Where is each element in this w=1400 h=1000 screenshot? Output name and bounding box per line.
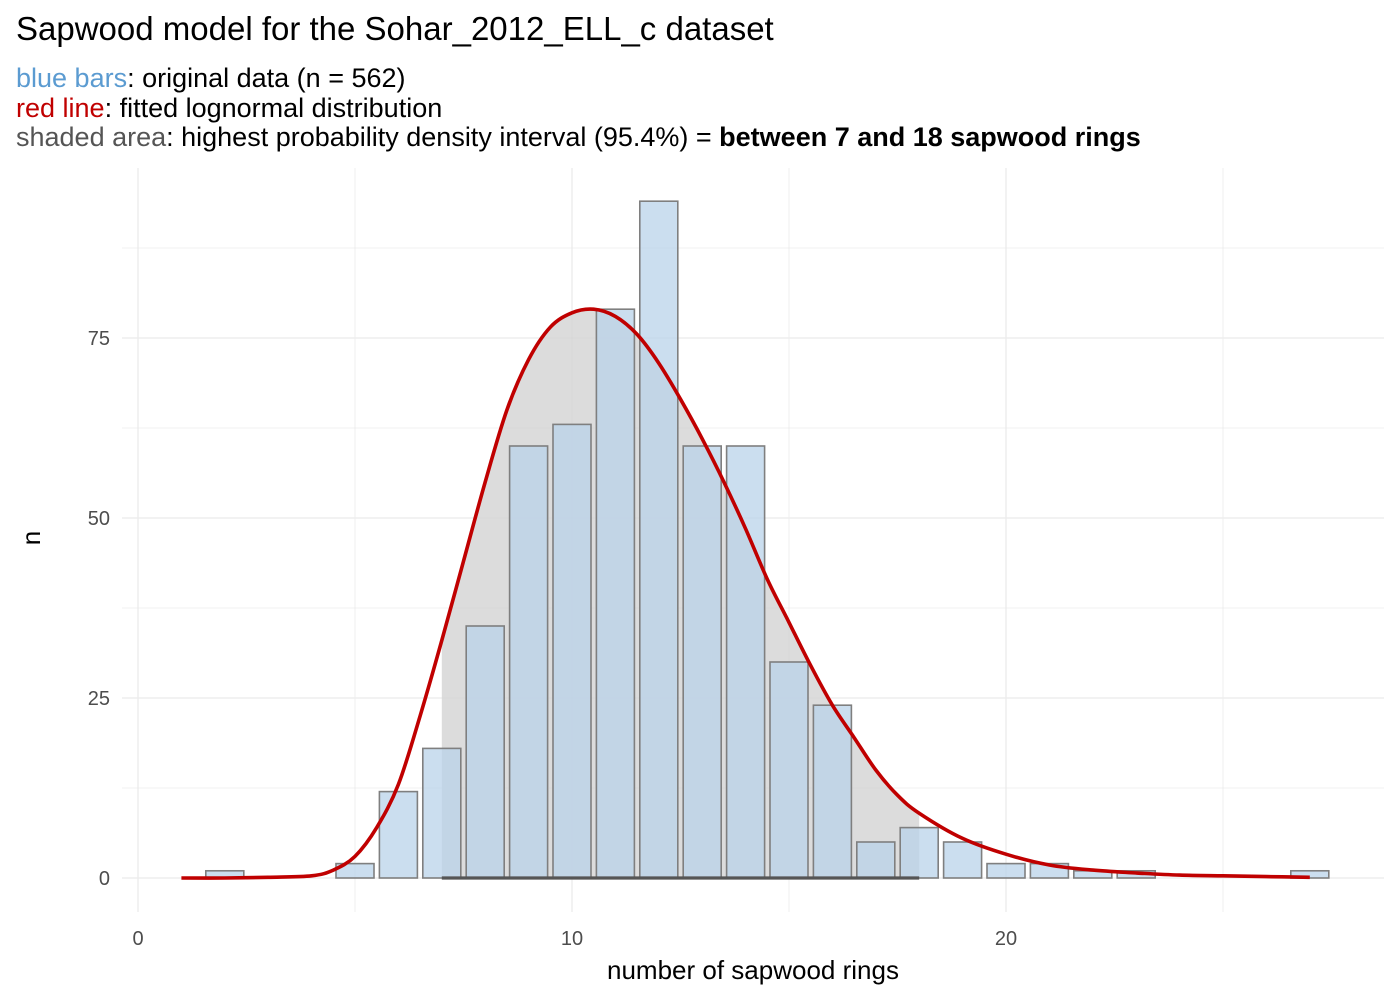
subtitle-line-1: blue bars: original data (n = 562) (16, 63, 406, 93)
hdi-range-text: between 7 and 18 sapwood rings (719, 122, 1141, 152)
subtitle-line-2: red line: fitted lognormal distribution (16, 93, 442, 123)
legend-text-red-line: : fitted lognormal distribution (104, 93, 443, 123)
bar-ring-17 (855, 841, 896, 879)
bar-ring-15 (769, 661, 809, 879)
bar-ring-16 (812, 704, 853, 879)
bar-group (205, 200, 1330, 879)
bar-ring-9 (508, 445, 549, 879)
legend-text-shaded-area: : highest probability density interval (… (166, 122, 720, 152)
legend-key-blue-bars: blue bars (16, 63, 128, 93)
bar-ring-7 (421, 747, 462, 879)
y-tick-label: 25 (88, 688, 110, 710)
legend-text-blue-bars: : original data (n = 562) (127, 63, 406, 93)
bar-ring-18 (899, 826, 940, 879)
bar-ring-14 (725, 445, 766, 879)
y-tick-labels: 0 25 50 75 (88, 328, 110, 890)
y-tick-label: 0 (99, 868, 110, 890)
bar-ring-8 (465, 625, 506, 879)
lognormal-fit-line (181, 307, 1310, 880)
x-tick-labels: 0 10 20 (132, 928, 1017, 950)
bar-ring-13 (682, 445, 723, 879)
bar-ring-19 (942, 841, 983, 879)
bar-ring-11 (595, 308, 636, 879)
legend-key-red-line: red line (16, 93, 105, 123)
bar-ring-10 (552, 423, 592, 879)
bar-ring-6 (378, 790, 419, 879)
bar-ring-27 (1290, 869, 1330, 879)
bar-ring-12 (638, 200, 679, 879)
x-tick-label: 20 (995, 928, 1017, 950)
legend-key-shaded-area: shaded area (16, 122, 167, 152)
y-axis-label: n (16, 531, 46, 545)
y-tick-label: 50 (88, 508, 110, 530)
bar-ring-20 (986, 862, 1026, 879)
lognormal-curve-group (181, 307, 1310, 880)
subtitle-line-3: shaded area: highest probability density… (16, 122, 1141, 152)
chart-title: Sapwood model for the Sohar_2012_ELL_c d… (16, 10, 774, 47)
x-tick-label: 10 (561, 928, 583, 950)
x-axis-label: number of sapwood rings (607, 955, 899, 985)
x-tick-label: 0 (132, 928, 143, 950)
y-tick-label: 75 (88, 328, 110, 350)
